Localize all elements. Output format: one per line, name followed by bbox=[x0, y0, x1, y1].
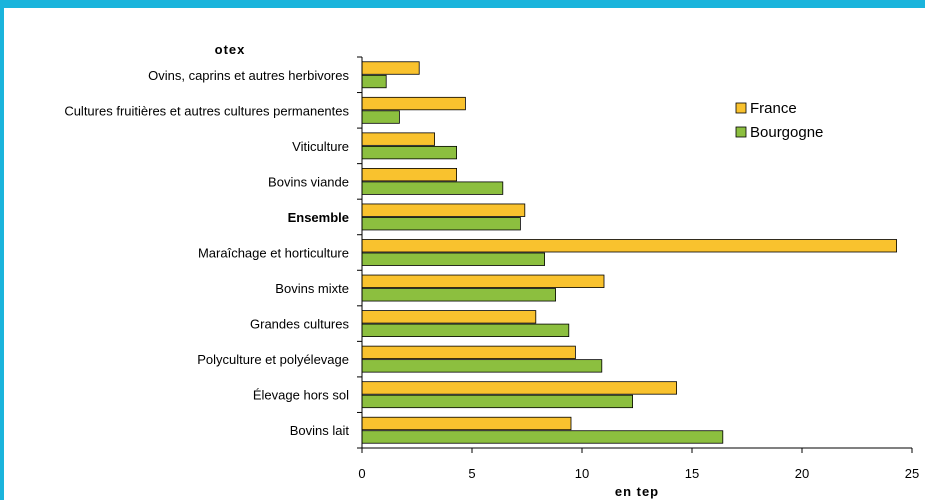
legend: France Bourgogne bbox=[735, 100, 823, 141]
bar-france-3 bbox=[361, 168, 457, 182]
bar-bourgogne-2 bbox=[361, 145, 457, 160]
bar-france-10 bbox=[361, 416, 572, 431]
bar-france-9 bbox=[361, 381, 678, 395]
category-label-3: Bovins viande bbox=[268, 174, 349, 189]
x-tick-label-4: 20 bbox=[795, 466, 809, 481]
bar-bourgogne-9 bbox=[361, 394, 634, 409]
bar-bourgogne-6 bbox=[361, 288, 557, 302]
category-label-8: Polyculture et polyélevage bbox=[197, 352, 349, 367]
x-tick-label-3: 15 bbox=[685, 466, 699, 481]
category-label-4: Ensemble bbox=[288, 210, 349, 225]
bars-layer bbox=[361, 61, 897, 444]
bar-bourgogne-1 bbox=[361, 110, 400, 124]
bar-bourgogne-8 bbox=[361, 359, 603, 373]
bar-bourgogne-7 bbox=[361, 323, 570, 337]
y-axis-title: otex bbox=[215, 42, 246, 57]
x-tick-label-1: 5 bbox=[468, 466, 475, 481]
bar-france-4 bbox=[361, 203, 526, 217]
axes-layer bbox=[357, 56, 913, 453]
x-axis-title: en tep bbox=[615, 484, 659, 499]
x-tick-label-2: 10 bbox=[575, 466, 589, 481]
x-tick-labels: 0 5 10 15 20 25 bbox=[358, 466, 919, 481]
legend-swatch-france bbox=[735, 102, 747, 114]
category-label-7: Grandes cultures bbox=[250, 317, 349, 332]
legend-label-bourgogne: Bourgogne bbox=[750, 124, 823, 141]
category-label-2: Viticulture bbox=[292, 139, 349, 154]
x-tick-label-0: 0 bbox=[358, 466, 365, 481]
bar-france-2 bbox=[361, 132, 435, 146]
category-label-5: Maraîchage et horticulture bbox=[198, 246, 349, 261]
bar-bourgogne-3 bbox=[361, 181, 504, 195]
category-label-6: Bovins mixte bbox=[275, 281, 349, 296]
category-label-0: Ovins, caprins et autres herbivores bbox=[148, 68, 349, 83]
category-labels: Ovins, caprins et autres herbivores Cultu… bbox=[64, 68, 349, 438]
legend-label-france: France bbox=[750, 100, 797, 117]
category-label-9: Élevage hors sol bbox=[253, 388, 349, 403]
category-label-1: Cultures fruitières et autres cultures p… bbox=[64, 103, 349, 118]
bar-bourgogne-0 bbox=[361, 74, 387, 89]
bar-france-1 bbox=[361, 96, 466, 111]
bar-france-8 bbox=[361, 345, 576, 360]
category-label-10: Bovins lait bbox=[290, 423, 350, 438]
bar-france-0 bbox=[361, 61, 420, 75]
bar-bourgogne-10 bbox=[361, 430, 724, 444]
bar-france-5 bbox=[361, 239, 897, 253]
x-tick-label-5: 25 bbox=[905, 466, 919, 481]
bar-france-7 bbox=[361, 310, 537, 324]
bar-france-6 bbox=[361, 274, 605, 288]
bar-bourgogne-4 bbox=[361, 217, 521, 231]
bar-bourgogne-5 bbox=[361, 252, 546, 266]
legend-swatch-bourgogne bbox=[735, 126, 747, 138]
